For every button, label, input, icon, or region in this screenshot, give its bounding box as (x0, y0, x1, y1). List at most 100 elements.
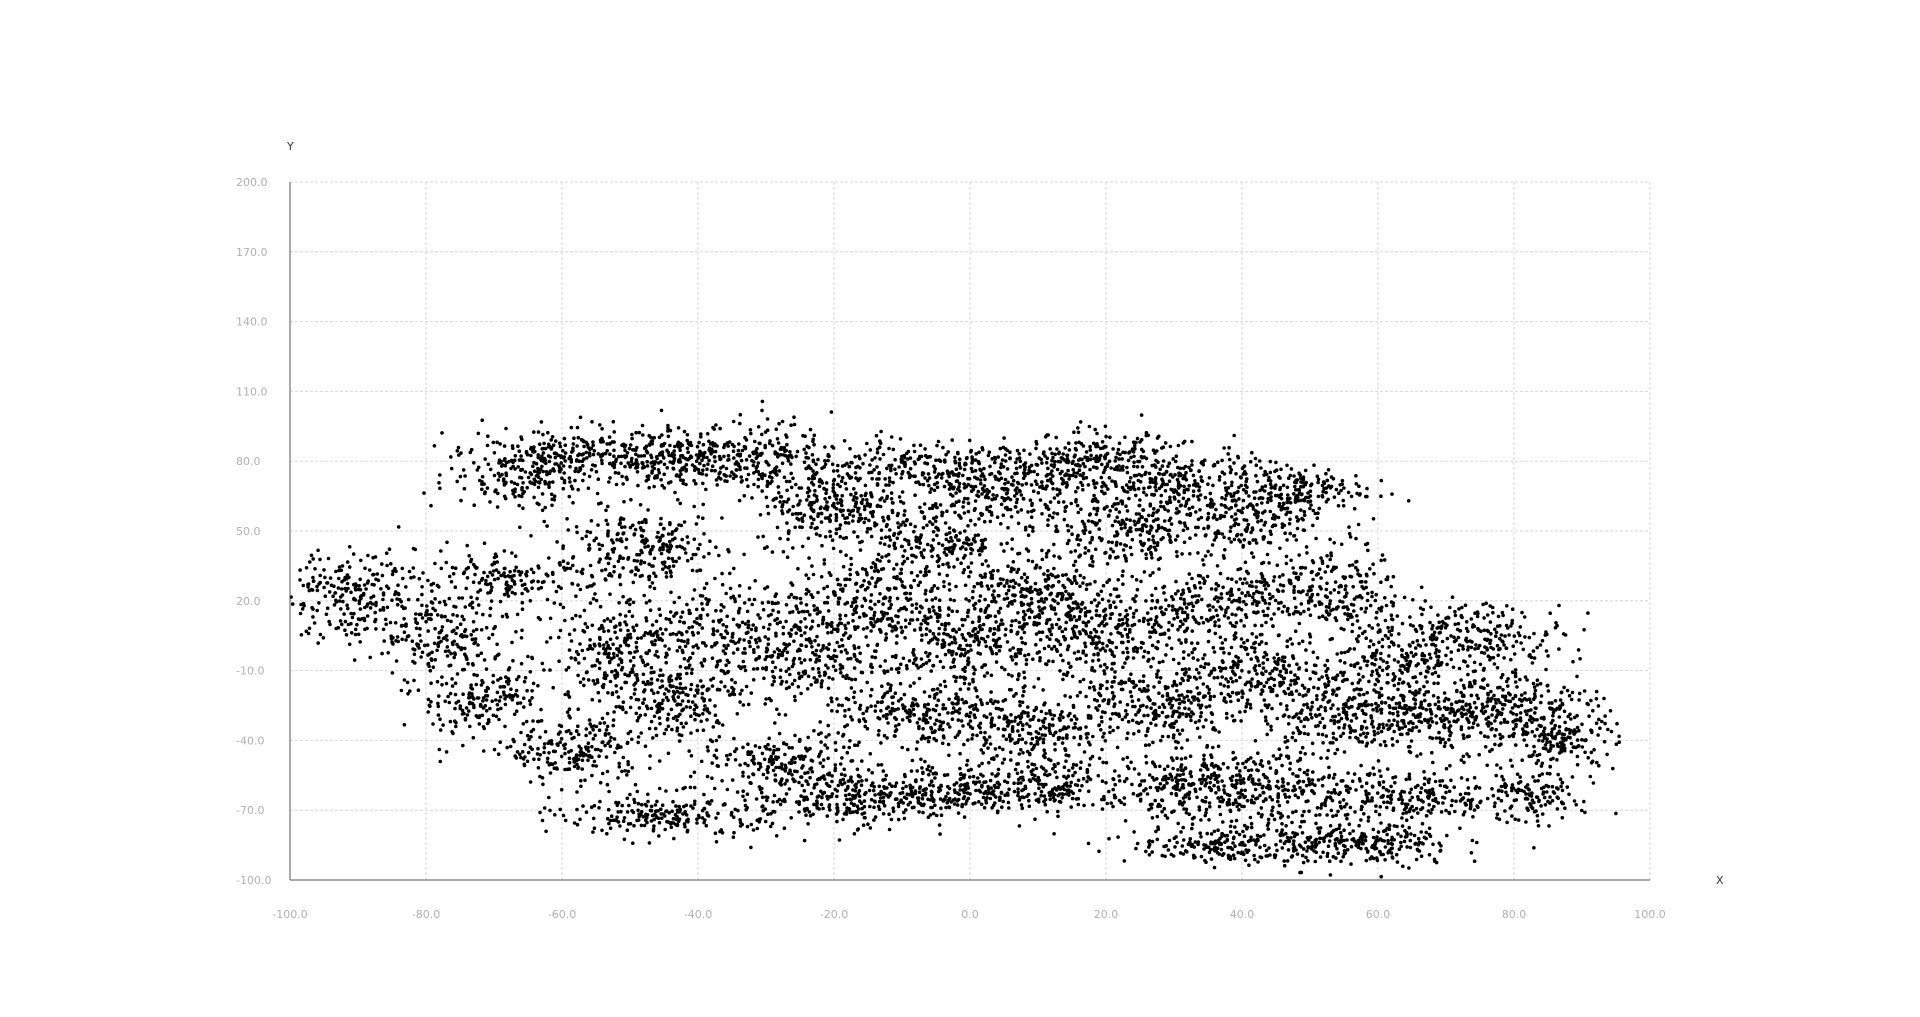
scatter-point (519, 494, 524, 499)
scatter-point (832, 501, 836, 506)
scatter-point (860, 539, 864, 544)
scatter-point (531, 681, 536, 686)
scatter-point (737, 594, 742, 598)
scatter-point (664, 543, 669, 547)
scatter-point (857, 615, 862, 620)
scatter-point (532, 430, 536, 434)
scatter-point (469, 559, 473, 564)
scatter-point (754, 469, 759, 474)
scatter-point (643, 545, 647, 549)
scatter-point (419, 612, 423, 617)
scatter-point (898, 437, 903, 441)
scatter-point (437, 481, 441, 485)
scatter-point (452, 655, 457, 660)
scatter-point (755, 666, 760, 671)
scatter-point (731, 617, 736, 622)
scatter-point (356, 632, 361, 637)
scatter-point (898, 571, 903, 576)
scatter-point (597, 754, 601, 758)
scatter-point (841, 513, 845, 518)
scatter-point (649, 819, 654, 823)
scatter-point (607, 435, 612, 439)
scatter-point (945, 546, 949, 551)
scatter-point (702, 707, 707, 712)
scatter-point (670, 451, 675, 456)
scatter-point (585, 625, 590, 629)
scatter-point (632, 655, 636, 660)
scatter-point (495, 440, 499, 445)
scatter-point (646, 477, 651, 482)
scatter-point (529, 580, 534, 584)
scatter-point (809, 515, 813, 519)
scatter-point (431, 665, 436, 669)
scatter-point (651, 829, 656, 833)
scatter-point (553, 813, 557, 817)
scatter-point (878, 457, 882, 461)
scatter-point (514, 630, 518, 634)
scatter-point (786, 530, 791, 535)
scatter-point (615, 672, 620, 677)
scatter-point (768, 622, 772, 627)
scatter-point (462, 711, 466, 716)
scatter-point (605, 640, 609, 645)
scatter-point (862, 804, 867, 809)
scatter-point (659, 460, 663, 464)
scatter-point (602, 619, 607, 623)
scatter-point (738, 763, 742, 767)
scatter-point (778, 536, 782, 541)
scatter-point (827, 642, 831, 646)
scatter-point (812, 517, 816, 522)
scatter-point (785, 488, 789, 493)
scatter-point (575, 569, 579, 574)
scatter-point (490, 585, 494, 589)
scatter-point (654, 619, 659, 624)
scatter-point (470, 687, 475, 691)
scatter-point (767, 696, 772, 701)
scatter-point (701, 442, 706, 447)
scatter-point (603, 676, 608, 681)
scatter-point (933, 519, 938, 523)
scatter-point (686, 693, 690, 697)
scatter-point (604, 755, 609, 759)
scatter-point (642, 633, 646, 638)
scatter-point (358, 640, 363, 644)
scatter-point (513, 467, 517, 471)
scatter-point (684, 462, 689, 467)
scatter-point (858, 512, 862, 517)
scatter-point (894, 472, 898, 476)
scatter-point (738, 421, 742, 426)
scatter-point (932, 464, 936, 469)
scatter-point (818, 674, 822, 678)
scatter-point (473, 572, 477, 577)
scatter-point (920, 510, 925, 515)
scatter-point (636, 462, 640, 467)
scatter-point (337, 565, 342, 569)
scatter-point (581, 628, 585, 633)
scatter-point (787, 666, 791, 671)
scatter-point (773, 773, 778, 777)
scatter-point (804, 795, 809, 800)
scatter-point (479, 628, 484, 632)
scatter-point (935, 443, 939, 448)
scatter-point (808, 767, 812, 771)
scatter-point (851, 514, 856, 518)
scatter-point (544, 572, 549, 576)
scatter-point (557, 635, 561, 640)
scatter-point (447, 574, 452, 579)
scatter-point (620, 539, 624, 544)
scatter-point (669, 574, 673, 579)
scatter-point (644, 449, 649, 453)
scatter-point (770, 600, 775, 605)
scatter-point (480, 482, 484, 487)
scatter-point (384, 622, 389, 627)
scatter-point (605, 769, 610, 774)
scatter-point (630, 432, 634, 437)
scatter-point (869, 662, 873, 667)
scatter-point (515, 677, 519, 682)
scatter-point (660, 450, 665, 454)
scatter-point (548, 445, 552, 449)
scatter-point (628, 602, 632, 607)
scatter-point (894, 717, 898, 721)
scatter-point (584, 753, 588, 757)
scatter-point (879, 700, 883, 705)
